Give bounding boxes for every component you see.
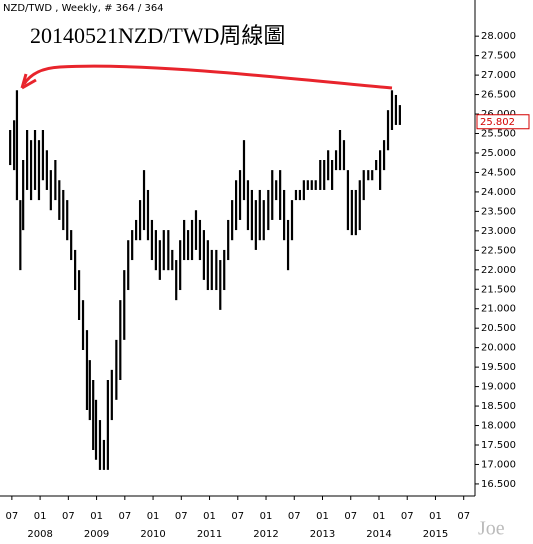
y-tick-label: 19.000 [481, 382, 516, 393]
last-value-label: 25.802 [480, 117, 515, 128]
y-tick-label: 18.000 [481, 421, 516, 432]
x-tick-label: 07 [118, 511, 131, 522]
y-tick-label: 18.500 [481, 401, 516, 412]
x-tick-label: 07 [344, 511, 357, 522]
x-year-label: 2013 [310, 529, 335, 540]
x-tick-label: 01 [147, 511, 160, 522]
y-tick-label: 23.000 [481, 226, 516, 237]
y-tick-label: 20.500 [481, 323, 516, 334]
x-year-label: 2012 [253, 529, 278, 540]
x-year-label: 2010 [140, 529, 165, 540]
last-value-box [476, 114, 530, 130]
chart-header: NZD/TWD , Weekly, # 364 / 364 [3, 3, 164, 14]
y-tick-label: 22.500 [481, 245, 516, 256]
y-tick-label: 17.000 [481, 459, 516, 470]
x-year-label: 2008 [27, 529, 52, 540]
y-tick-label: 27.500 [481, 51, 516, 62]
x-tick-label: 07 [231, 511, 244, 522]
y-tick-label: 25.000 [481, 148, 516, 159]
x-tick-label: 01 [203, 511, 216, 522]
x-year-label: 2014 [366, 529, 391, 540]
y-tick-label: 23.500 [481, 206, 516, 217]
y-tick-label: 27.000 [481, 70, 516, 81]
x-tick-label: 07 [5, 511, 18, 522]
x-year-label: 2015 [423, 529, 448, 540]
x-tick-label: 01 [90, 511, 103, 522]
x-tick-label: 07 [175, 511, 188, 522]
y-tick-label: 26.500 [481, 90, 516, 101]
x-tick-label: 01 [429, 511, 442, 522]
y-tick-label: 24.500 [481, 167, 516, 178]
x-tick-label: 07 [457, 511, 470, 522]
annotation-arrow [22, 64, 393, 90]
chart-title: 20140521NZD/TWD周線圖 [30, 23, 285, 48]
x-tick-label: 07 [401, 511, 414, 522]
annotation-arrowhead [20, 73, 37, 90]
y-tick-label: 17.500 [481, 440, 516, 451]
y-tick-label: 28.000 [481, 31, 516, 42]
x-tick-label: 07 [62, 511, 75, 522]
x-tick-label: 01 [373, 511, 386, 522]
x-year-label: 2009 [84, 529, 109, 540]
x-tick-label: 01 [260, 511, 273, 522]
y-tick-label: 21.000 [481, 304, 516, 315]
y-tick-label: 16.500 [481, 479, 516, 490]
x-tick-label: 01 [316, 511, 329, 522]
x-year-label: 2011 [197, 529, 222, 540]
y-tick-label: 24.000 [481, 187, 516, 198]
watermark: Joe [478, 518, 505, 540]
y-tick-label: 19.500 [481, 362, 516, 373]
y-tick-label: 20.000 [481, 343, 516, 354]
y-tick-label: 22.000 [481, 265, 516, 276]
x-tick-label: 07 [288, 511, 301, 522]
y-tick-label: 21.500 [481, 284, 516, 295]
x-tick-label: 01 [34, 511, 47, 522]
y-tick-label: 25.500 [481, 129, 516, 140]
